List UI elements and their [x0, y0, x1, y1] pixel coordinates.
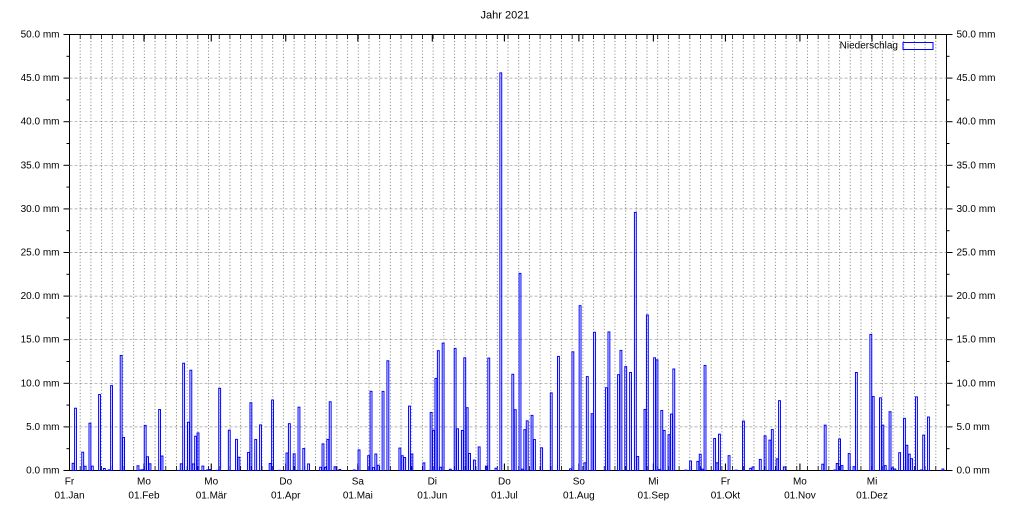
svg-text:30.0 mm: 30.0 mm [957, 204, 996, 215]
svg-text:20.0 mm: 20.0 mm [21, 291, 60, 302]
svg-text:01.Dez: 01.Dez [856, 491, 888, 502]
svg-text:Di: Di [428, 477, 437, 488]
svg-text:Niederschlag: Niederschlag [840, 41, 898, 52]
svg-text:Fr: Fr [721, 477, 731, 488]
svg-text:50.0 mm: 50.0 mm [957, 30, 996, 41]
svg-text:40.0 mm: 40.0 mm [21, 117, 60, 128]
svg-text:Sa: Sa [352, 477, 365, 488]
svg-text:Mo: Mo [204, 477, 218, 488]
svg-text:35.0 mm: 35.0 mm [957, 160, 996, 171]
svg-text:40.0 mm: 40.0 mm [957, 117, 996, 128]
svg-text:10.0 mm: 10.0 mm [21, 378, 60, 389]
svg-text:5.0 mm: 5.0 mm [26, 422, 59, 433]
svg-text:01.Feb: 01.Feb [128, 491, 160, 502]
svg-text:Do: Do [279, 477, 292, 488]
svg-text:25.0 mm: 25.0 mm [21, 248, 60, 259]
svg-text:30.0 mm: 30.0 mm [21, 204, 60, 215]
svg-text:45.0 mm: 45.0 mm [21, 73, 60, 84]
svg-text:50.0 mm: 50.0 mm [21, 30, 60, 41]
svg-text:0.0 mm: 0.0 mm [26, 466, 59, 477]
svg-text:01.Jun: 01.Jun [417, 491, 447, 502]
svg-text:Mo: Mo [793, 477, 807, 488]
svg-text:Mo: Mo [137, 477, 151, 488]
svg-text:01.Jan: 01.Jan [54, 491, 84, 502]
svg-text:So: So [573, 477, 586, 488]
svg-text:25.0 mm: 25.0 mm [957, 248, 996, 259]
svg-text:15.0 mm: 15.0 mm [21, 335, 60, 346]
svg-text:01.Jul: 01.Jul [491, 491, 518, 502]
svg-text:01.Apr: 01.Apr [271, 491, 301, 502]
svg-text:01.Nov: 01.Nov [784, 491, 816, 502]
svg-text:01.Okt: 01.Okt [711, 491, 741, 502]
svg-text:01.Sep: 01.Sep [638, 491, 670, 502]
svg-text:0.0 mm: 0.0 mm [957, 466, 990, 477]
svg-text:Mi: Mi [867, 477, 878, 488]
svg-text:35.0 mm: 35.0 mm [21, 160, 60, 171]
svg-text:01.Mär: 01.Mär [196, 491, 228, 502]
svg-text:Do: Do [498, 477, 511, 488]
svg-text:Fr: Fr [65, 477, 75, 488]
svg-text:01.Mai: 01.Mai [343, 491, 373, 502]
svg-text:45.0 mm: 45.0 mm [957, 73, 996, 84]
svg-text:15.0 mm: 15.0 mm [957, 335, 996, 346]
svg-text:Mi: Mi [648, 477, 659, 488]
svg-text:20.0 mm: 20.0 mm [957, 291, 996, 302]
svg-text:10.0 mm: 10.0 mm [957, 378, 996, 389]
svg-text:01.Aug: 01.Aug [563, 491, 595, 502]
svg-text:Jahr 2021: Jahr 2021 [481, 10, 530, 22]
svg-text:5.0 mm: 5.0 mm [957, 422, 990, 433]
